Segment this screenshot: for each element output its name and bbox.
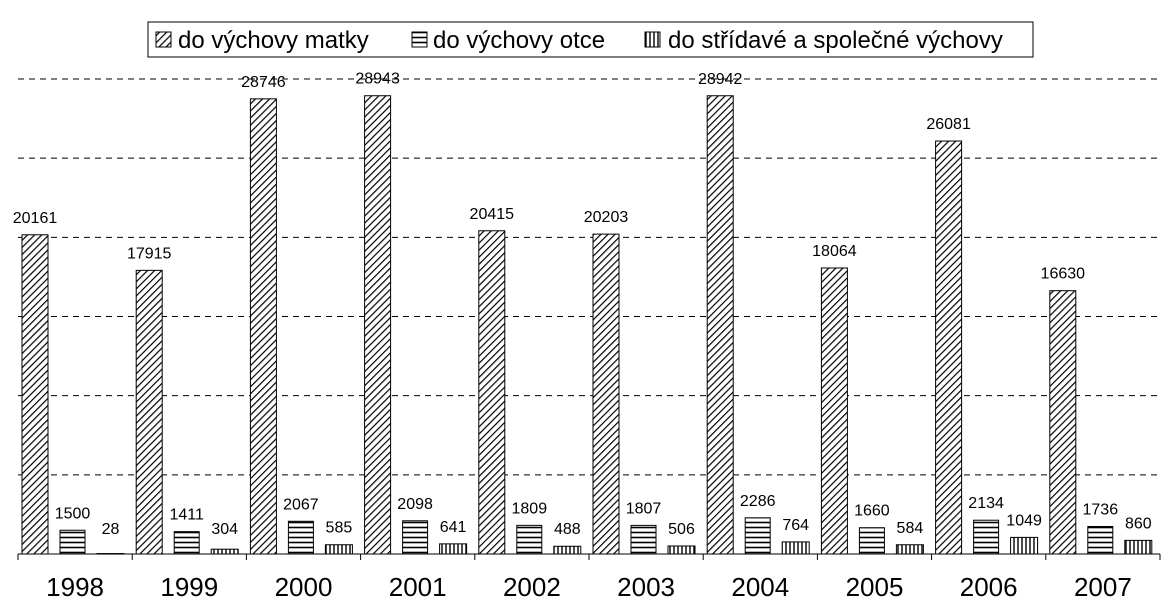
data-label: 20161 xyxy=(13,210,58,227)
data-label: 28942 xyxy=(698,71,743,88)
data-label: 1809 xyxy=(512,500,548,517)
bar xyxy=(516,524,543,555)
x-tick-label: 1999 xyxy=(160,572,218,602)
bar xyxy=(324,544,353,555)
data-label: 28746 xyxy=(241,74,286,91)
legend-swatch-mother xyxy=(155,31,172,48)
x-tick-label: 2007 xyxy=(1074,572,1132,602)
bar xyxy=(364,95,392,555)
bar xyxy=(249,98,277,555)
legend-swatch-shared xyxy=(644,31,661,48)
bar xyxy=(439,543,468,555)
x-tick-label: 1998 xyxy=(46,572,104,602)
bar xyxy=(1049,290,1077,555)
data-label: 18064 xyxy=(812,243,857,260)
bar xyxy=(287,520,314,555)
bar xyxy=(1010,536,1039,555)
bar xyxy=(553,545,582,555)
bar xyxy=(21,234,49,555)
data-label: 764 xyxy=(782,517,809,534)
data-label: 488 xyxy=(554,521,581,538)
data-label: 1049 xyxy=(1006,512,1042,529)
legend-label-shared: do střídavé a společné výchovy xyxy=(668,27,1003,54)
data-label: 16630 xyxy=(1041,266,1086,283)
bar xyxy=(630,524,657,555)
bar xyxy=(744,517,771,555)
data-label: 641 xyxy=(440,519,467,536)
data-label: 26081 xyxy=(926,116,971,133)
data-label: 20415 xyxy=(470,206,515,223)
x-tick-label: 2004 xyxy=(731,572,789,602)
data-label: 1736 xyxy=(1083,502,1119,519)
data-label: 2098 xyxy=(397,496,433,513)
data-label: 20203 xyxy=(584,209,629,226)
data-label: 584 xyxy=(897,520,924,537)
data-label: 2067 xyxy=(283,496,319,513)
bar xyxy=(478,230,506,555)
x-tick-label: 2001 xyxy=(389,572,447,602)
data-label: 2134 xyxy=(968,495,1004,512)
value-labels: 20161 17915 28746 28943 20415 20203 28942 18064… xyxy=(13,71,1152,538)
legend: do výchovy matky do výchovy otce do stří… xyxy=(147,21,1034,58)
x-tick-label: 2002 xyxy=(503,572,561,602)
data-label: 585 xyxy=(326,520,353,537)
data-label: 1411 xyxy=(169,507,204,524)
data-label: 1807 xyxy=(626,500,662,517)
data-label: 28 xyxy=(102,521,120,538)
x-axis: 1998 1999 2000 2001 2002 2003 2004 2005 2006 2007 xyxy=(17,553,1161,602)
bar xyxy=(592,233,620,555)
data-label: 28943 xyxy=(355,71,400,88)
data-label: 304 xyxy=(211,521,238,538)
x-tick-label: 2003 xyxy=(617,572,675,602)
legend-box xyxy=(147,21,1034,58)
bar xyxy=(706,95,734,555)
bar xyxy=(781,541,810,555)
data-label: 17915 xyxy=(127,245,172,262)
data-label: 2286 xyxy=(740,493,776,510)
bar xyxy=(820,267,848,555)
legend-swatch-father xyxy=(411,31,428,48)
bar xyxy=(59,529,86,555)
data-label: 1660 xyxy=(854,503,890,520)
legend-label-father: do výchovy otce xyxy=(433,27,605,54)
bar xyxy=(1124,539,1153,555)
bar xyxy=(173,531,200,555)
legend-item-father: do výchovy otce xyxy=(411,27,605,54)
legend-item-shared: do střídavé a společné výchovy xyxy=(644,27,1003,54)
data-label: 860 xyxy=(1125,515,1152,532)
bar xyxy=(895,544,924,555)
bar xyxy=(210,548,239,555)
bar xyxy=(1087,526,1114,555)
legend-item-mother: do výchovy matky xyxy=(155,27,369,54)
bar xyxy=(973,519,1000,555)
x-tick-label: 2005 xyxy=(846,572,904,602)
x-tick-label: 2000 xyxy=(275,572,333,602)
bar xyxy=(935,140,963,555)
bars xyxy=(21,95,1153,555)
bar xyxy=(402,520,429,555)
legend-label-mother: do výchovy matky xyxy=(178,27,369,54)
bar xyxy=(135,269,163,555)
x-tick-label: 2006 xyxy=(960,572,1018,602)
bar xyxy=(667,545,696,555)
bar xyxy=(858,527,885,555)
gridlines xyxy=(18,78,1160,476)
data-label: 506 xyxy=(668,521,695,538)
data-label: 1500 xyxy=(55,505,91,522)
